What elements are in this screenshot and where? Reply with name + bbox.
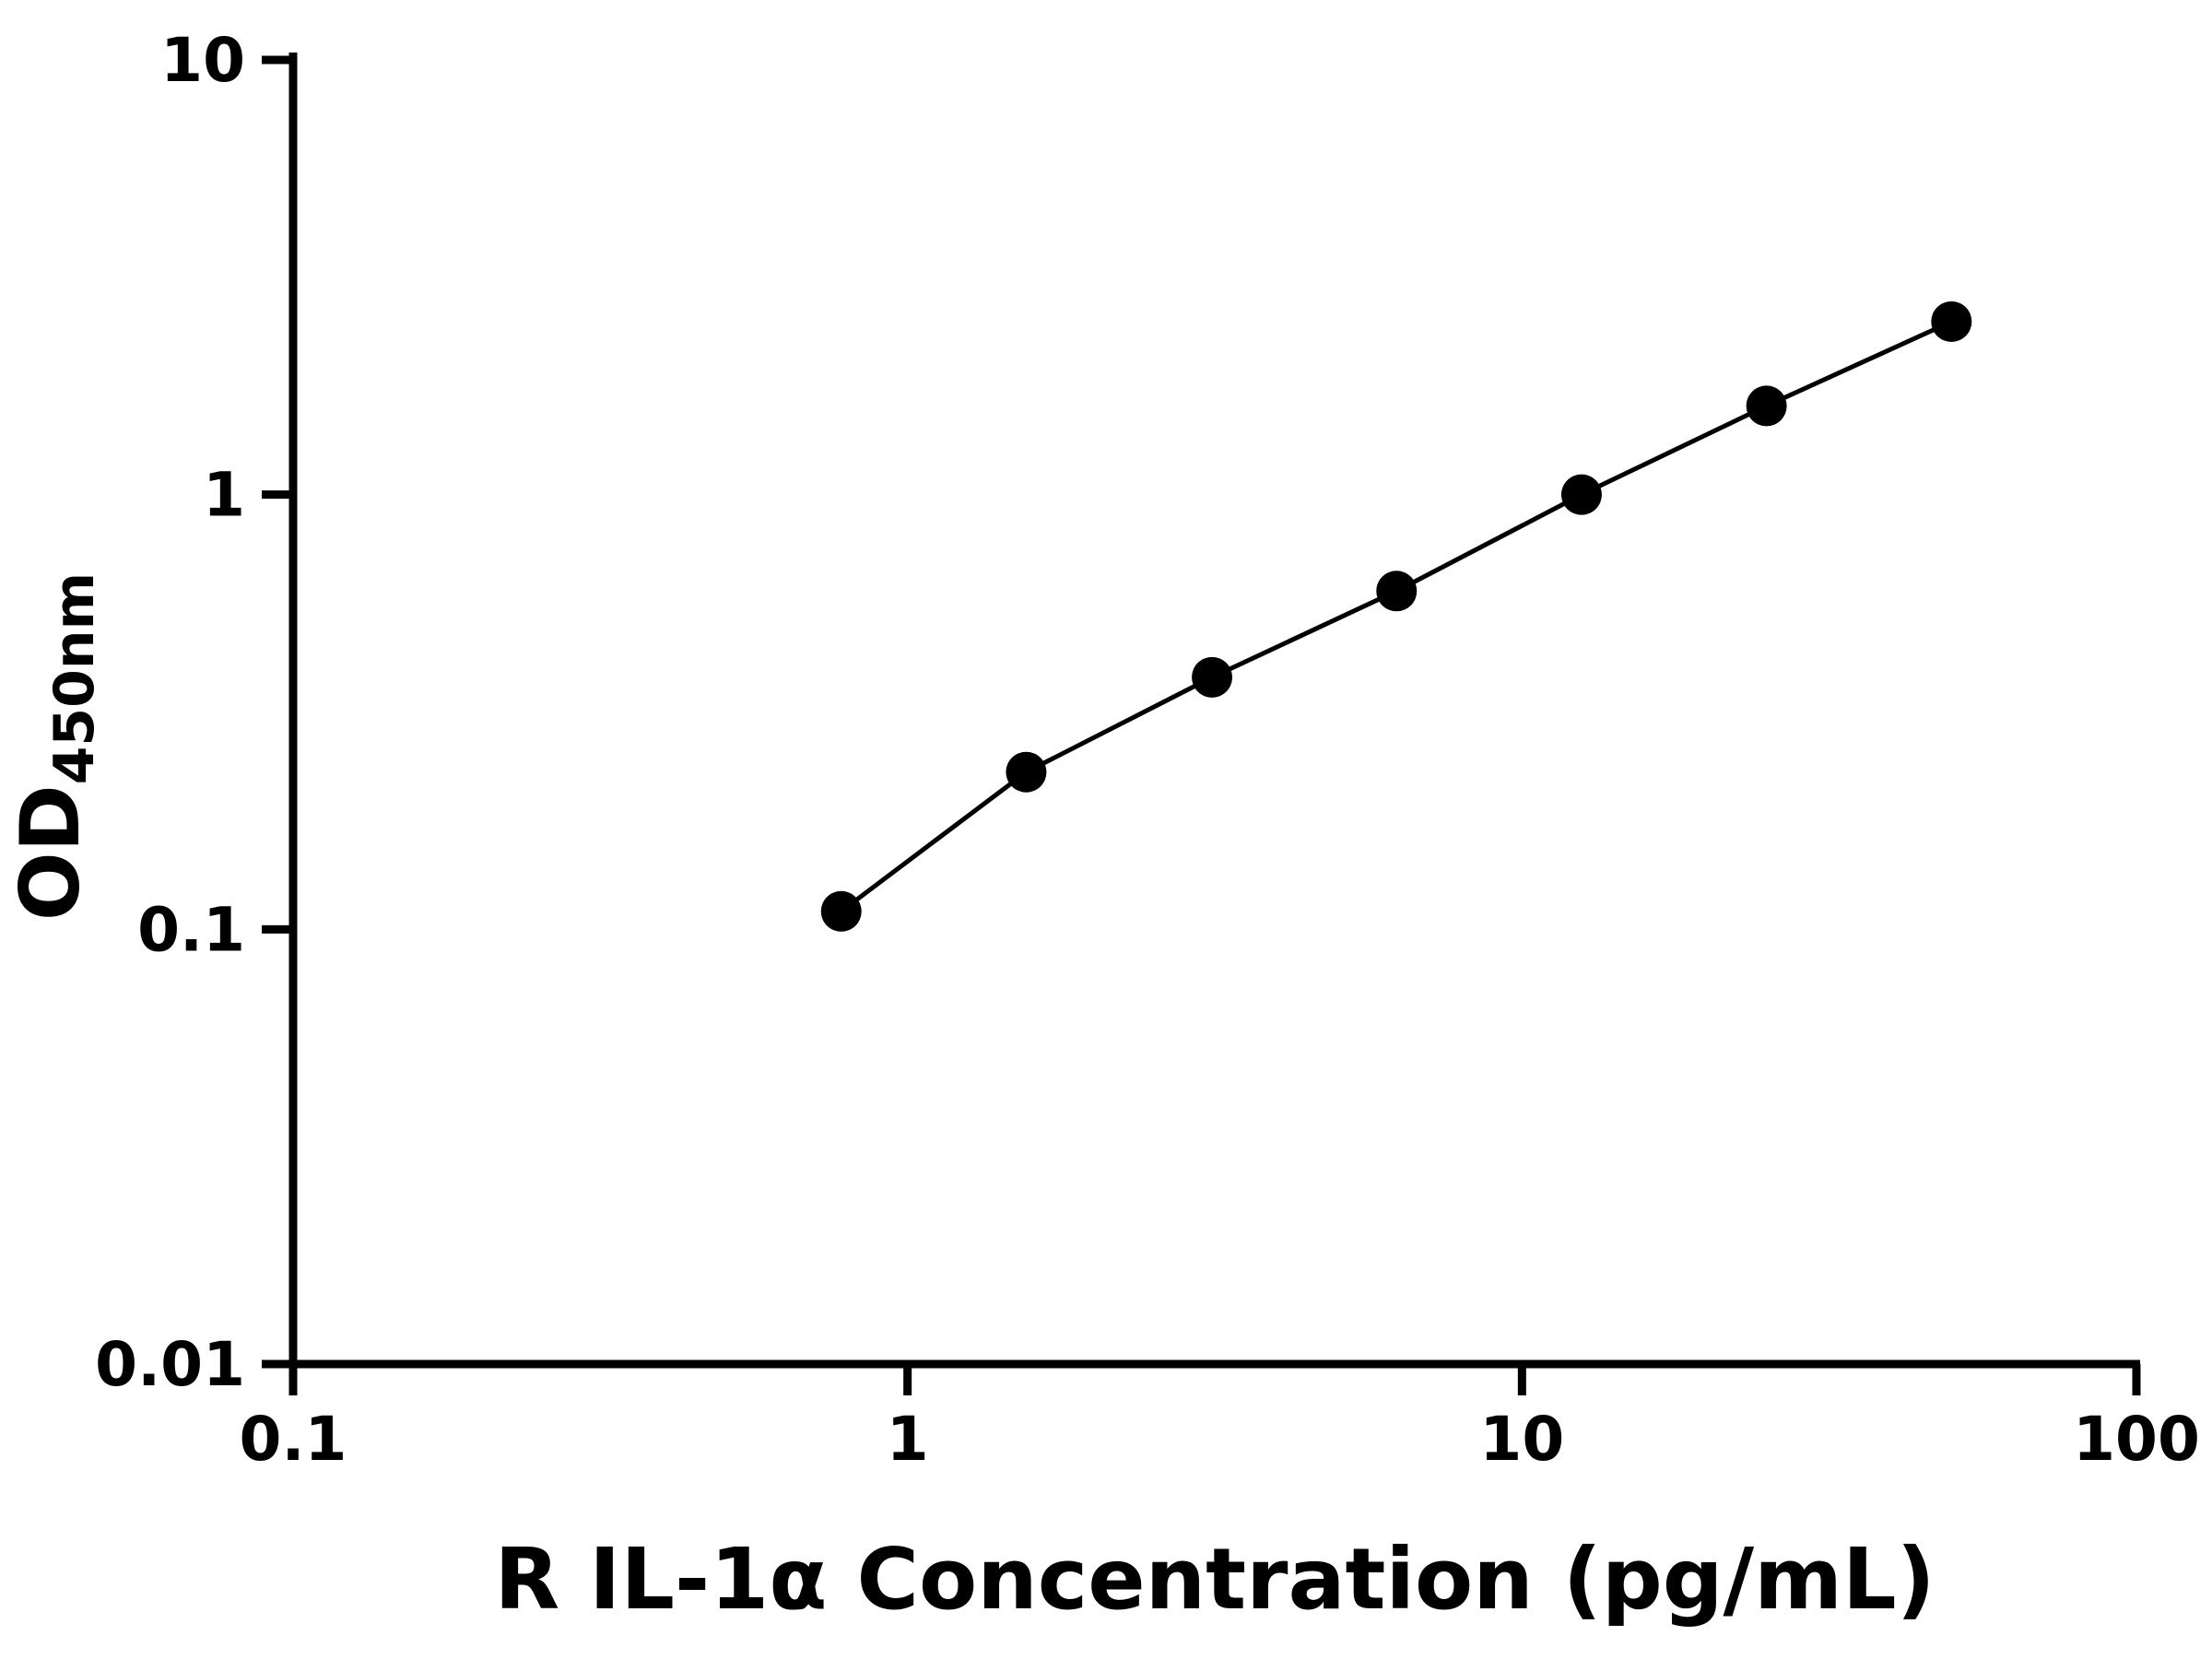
y-axis-title: OD450nm	[3, 572, 107, 921]
x-tick-label: 0.1	[240, 1404, 347, 1475]
y-tick-label: 10	[160, 25, 245, 96]
y-axis-title-subscript: 450nm	[42, 572, 107, 784]
data-point	[1746, 385, 1787, 427]
x-tick-label: 100	[2073, 1404, 2200, 1475]
y-tick-label: 0.1	[137, 894, 245, 965]
data-point	[1376, 571, 1418, 612]
data-point	[1006, 751, 1047, 793]
data-point	[1192, 656, 1233, 698]
y-axis-title-main: OD	[3, 784, 98, 921]
x-tick-label: 1	[887, 1404, 929, 1475]
data-point	[820, 890, 862, 932]
data-point	[1560, 474, 1602, 515]
x-tick-label: 10	[1479, 1404, 1564, 1475]
x-axis-title: R IL-1α Concentration (pg/mL)	[494, 1530, 1935, 1629]
data-point	[1931, 300, 1972, 342]
y-tick-label: 1	[203, 460, 245, 531]
y-tick-label: 0.01	[95, 1329, 245, 1400]
